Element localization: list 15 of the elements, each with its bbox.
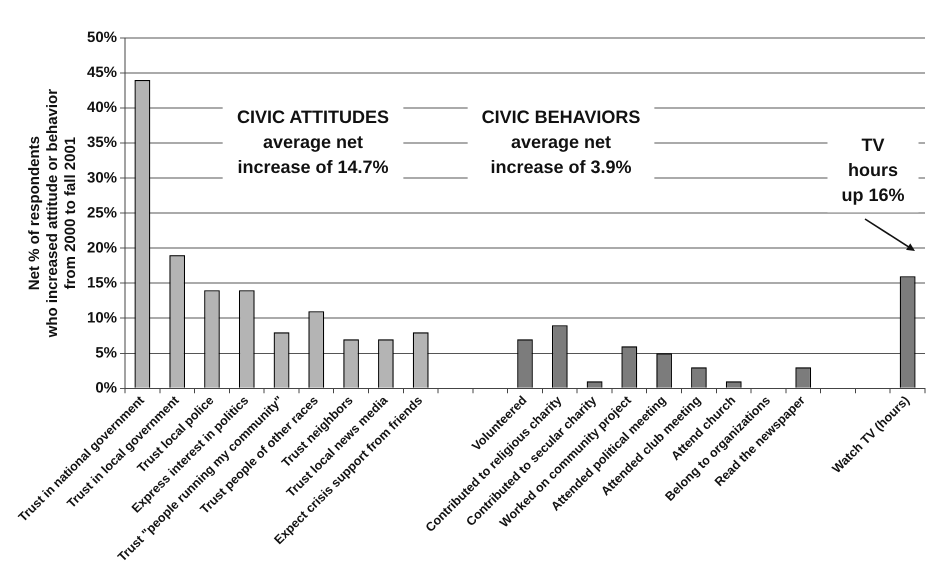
y-tick-label: 0%	[95, 379, 118, 396]
annotation: CIVIC ATTITUDES average net increase of 14.7%	[237, 107, 390, 178]
y-tick-label: 30%	[86, 169, 118, 186]
y-tick-label: 25%	[86, 204, 118, 222]
annotation: CIVIC BEHAVIORS average net increase of 3.9%	[482, 107, 640, 178]
annotation: TV hours up 16%	[841, 135, 905, 206]
y-tick-label: 10%	[86, 309, 118, 326]
y-axis-title: Net % of respondents who increased attitude or behavior from 2000 to fall 2001	[26, 88, 80, 338]
y-tick-label: 50%	[86, 29, 118, 46]
y-tick-label: 20%	[86, 239, 118, 256]
y-tick-label: 5%	[95, 344, 118, 362]
y-tick-label: 15%	[86, 274, 118, 292]
y-tick-label: 45%	[86, 64, 118, 82]
y-tick-label: 40%	[86, 99, 118, 116]
y-tick-label: 35%	[86, 134, 118, 152]
